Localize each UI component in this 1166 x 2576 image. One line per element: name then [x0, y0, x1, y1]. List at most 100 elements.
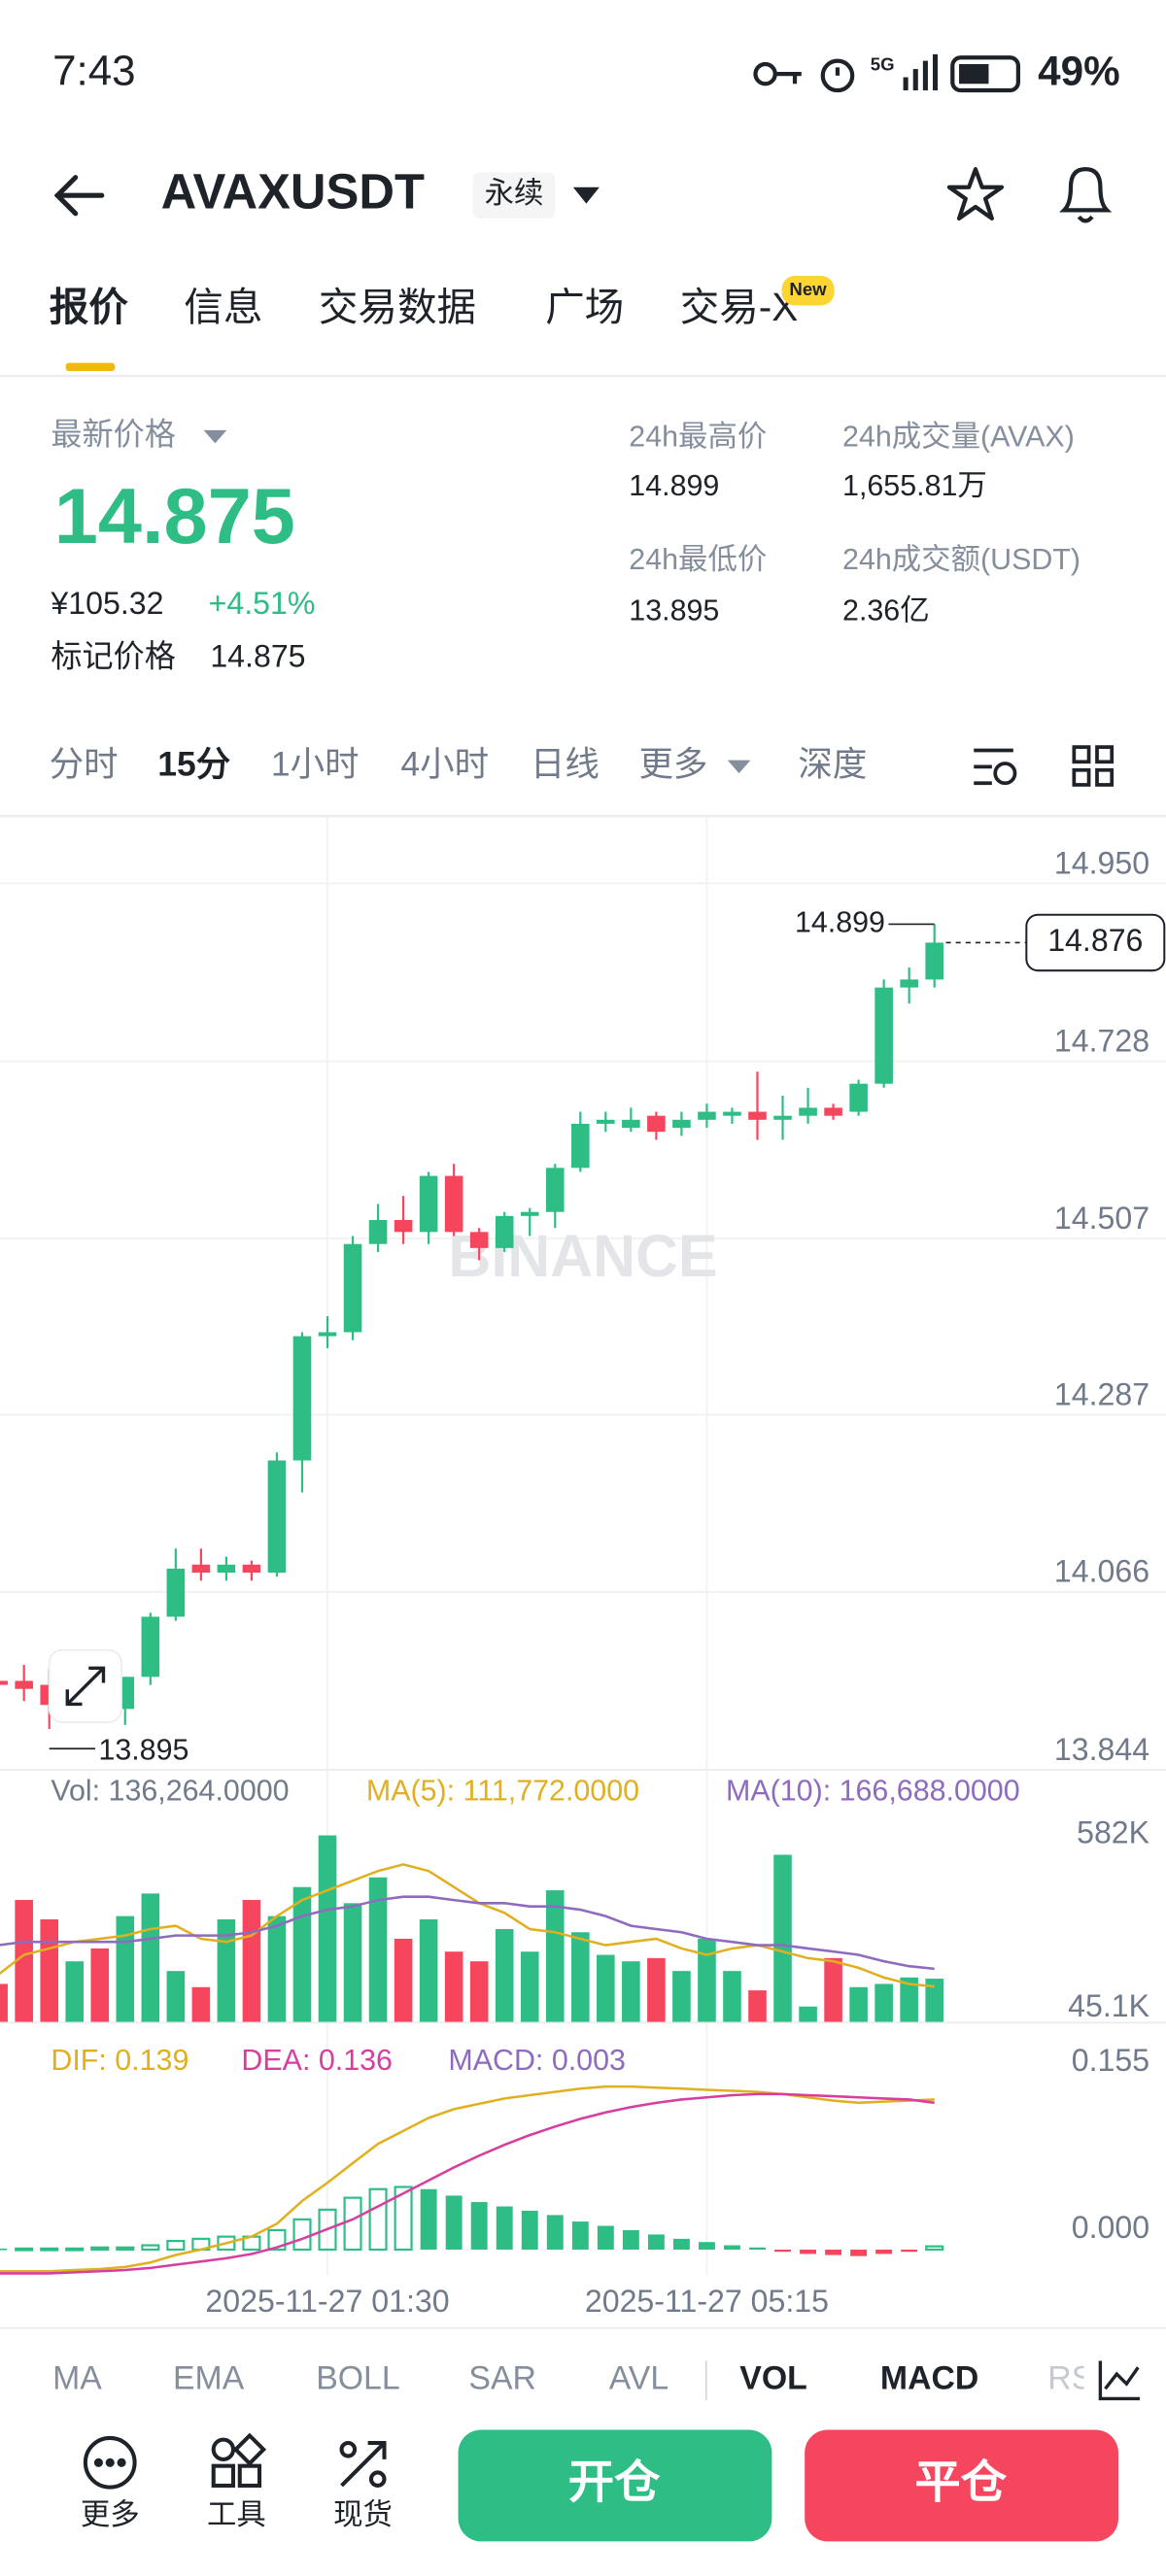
interval[interactable]: 1小时 — [271, 745, 360, 784]
status-time: 7:43 — [52, 48, 136, 95]
dropdown-icon[interactable] — [203, 429, 227, 444]
volume-legend: Vol: 136,264.0000 — [51, 1775, 289, 1808]
macd-legend: MACD: 0.003 — [448, 2044, 626, 2077]
interval[interactable]: 更多 — [638, 745, 707, 784]
alert-button[interactable] — [1059, 167, 1113, 223]
indicator-tab[interactable]: EMA — [173, 2360, 245, 2397]
symbol[interactable]: AVAXUSDT — [161, 164, 425, 220]
tab[interactable]: 广场 — [545, 285, 624, 329]
indicator-tab[interactable]: VOL — [739, 2360, 806, 2397]
volume-bar — [318, 1835, 337, 2023]
battery-level: 49% — [1038, 48, 1120, 93]
signal-icon — [903, 53, 939, 91]
interval[interactable]: 15分 — [157, 745, 230, 784]
volume-bar — [65, 1961, 85, 2023]
close-button[interactable] — [805, 2429, 1118, 2542]
high-label: 14.899 — [795, 905, 885, 938]
favorite-button[interactable] — [946, 167, 1005, 220]
volume-bar — [824, 1957, 842, 2023]
macd-bar — [15, 2247, 34, 2252]
macd-bar — [343, 2196, 362, 2252]
candle-body — [394, 1219, 413, 1233]
last-price-label: 14.876 — [1047, 923, 1143, 958]
indicator-tab[interactable]: MA — [52, 2360, 102, 2397]
last-price-box — [1025, 913, 1166, 972]
contract-badge: 永续 — [485, 177, 544, 210]
indicator-line — [0, 2085, 935, 2273]
stat-label: 24h最高价 — [629, 420, 767, 453]
volume-bar — [672, 1971, 691, 2023]
tab[interactable]: 交易-X — [680, 285, 799, 329]
macd-bar — [0, 2248, 8, 2251]
y-tick-label: 582K — [1077, 1814, 1150, 1849]
spot-icon[interactable] — [339, 2440, 387, 2488]
back-button[interactable] — [53, 175, 105, 217]
interval[interactable]: 日线 — [531, 745, 600, 784]
interval[interactable]: 4小时 — [400, 745, 489, 784]
dea-legend: DEA: 0.136 — [241, 2044, 393, 2077]
macd-bar — [597, 2225, 614, 2250]
macd-bar — [800, 2249, 816, 2254]
volume-bar — [597, 1954, 615, 2023]
macd-bar — [166, 2239, 186, 2252]
tab-indicator — [65, 362, 116, 372]
candle-body — [622, 1119, 640, 1129]
layout-button[interactable] — [1072, 745, 1115, 787]
stat-label: 24h最低价 — [629, 543, 767, 576]
volume-bar — [571, 1932, 590, 2023]
open-button-label[interactable]: 开仓 — [568, 2457, 661, 2508]
volume-bar — [495, 1928, 514, 2023]
stat-value: 2.36亿 — [842, 594, 930, 627]
candle-body — [141, 1616, 160, 1678]
volume-bar — [698, 1938, 716, 2023]
volume-bar — [116, 1915, 135, 2023]
chart-settings-button[interactable] — [974, 748, 1017, 786]
y-tick-label: 45.1K — [1068, 1988, 1149, 2023]
indicator-tab[interactable]: BOLL — [316, 2360, 399, 2397]
macd-bar — [267, 2228, 287, 2252]
volume-bar — [267, 1915, 287, 2023]
tools-icon[interactable] — [211, 2432, 267, 2488]
open-button[interactable] — [458, 2429, 772, 2542]
tool-label[interactable]: 更多 — [81, 2498, 140, 2531]
volume-bar — [444, 1951, 463, 2023]
change-percent: +4.51% — [209, 586, 316, 621]
volume-bar — [748, 1990, 767, 2023]
volume-bar — [647, 1957, 666, 2023]
macd-bar — [116, 2246, 135, 2252]
symbol-dropdown[interactable] — [572, 186, 600, 204]
candle-body — [444, 1175, 463, 1233]
macd-bar — [698, 2242, 715, 2250]
volume-bar — [166, 1971, 186, 2023]
indicator-tab[interactable]: MACD — [880, 2360, 978, 2397]
last-price: 14.875 — [54, 473, 295, 560]
macd-bar — [496, 2206, 513, 2250]
candle-body — [242, 1564, 261, 1574]
volume-bar — [849, 1986, 868, 2023]
y-tick-label: 14.507 — [1054, 1201, 1149, 1236]
more-icon[interactable] — [83, 2435, 137, 2490]
macd-bar — [850, 2249, 868, 2256]
volume-bar — [90, 1948, 110, 2023]
stat-label: 24h成交额(USDT) — [842, 543, 1080, 576]
tool-label[interactable]: 现货 — [333, 2498, 393, 2531]
tool-label[interactable]: 工具 — [207, 2498, 266, 2531]
volume-bar — [368, 1877, 388, 2023]
dropdown-icon[interactable] — [727, 760, 751, 774]
grid-layer — [0, 816, 1166, 2276]
indicator-settings[interactable] — [1098, 2360, 1140, 2401]
interval[interactable]: 深度 — [798, 745, 867, 784]
tab[interactable]: 报价 — [50, 285, 129, 329]
indicator-tab[interactable]: RSI — [1047, 2360, 1102, 2397]
interval[interactable]: 分时 — [50, 745, 119, 784]
candle-body — [520, 1211, 539, 1216]
y-tick-label: 14.950 — [1054, 845, 1149, 880]
tab[interactable]: 信息 — [184, 285, 262, 329]
close-button-label[interactable]: 平仓 — [914, 2457, 1007, 2508]
macd-bar — [749, 2247, 766, 2250]
expand-button[interactable] — [48, 1648, 122, 1723]
network-label: 5G — [871, 54, 895, 75]
tab[interactable]: 交易数据 — [319, 285, 476, 329]
indicator-tab[interactable]: AVL — [609, 2360, 669, 2397]
indicator-tab[interactable]: SAR — [468, 2360, 535, 2397]
